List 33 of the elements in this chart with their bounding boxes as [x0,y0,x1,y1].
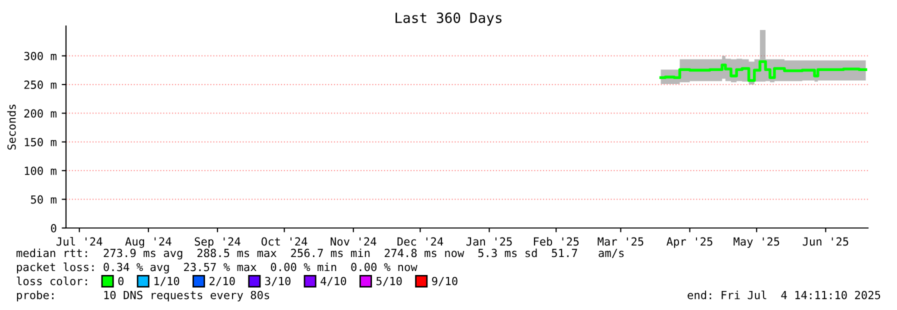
y-tick-label: 300 m [24,52,56,60]
legend-label: 5/10 [376,276,402,286]
legend-label: 3/10 [265,276,290,286]
legend-label: 1/10 [154,276,180,286]
x-tick-label: Jun '25 [802,237,848,246]
x-tick-label: Aug '24 [125,237,172,248]
text: packet loss: 0.34 % avg 23.57 % max 0.00 % min 0.00 % now [17,262,418,274]
x-tick-label: Feb '25 [534,237,579,246]
y-tick-label: 250 m [24,80,56,89]
legend-label: 0 [118,276,124,286]
text: median rtt: 273.9 ms avg 288.5 ms max 256.7 ms min 274.8 ms now 5.3 ms sd 51.7 am/s [16,248,624,260]
y-tick-label: 50 m [30,195,56,204]
x-tick-label: Oct '24 [262,237,308,246]
chart-title: Last 360 Days [396,12,502,26]
legend-label: 2/10 [210,276,235,286]
legend-label: 4/10 [320,276,346,286]
text: end: Fri Jul 4 14:11:10 2025 [688,290,880,300]
text: probe: 10 DNS requests every 80s [17,290,270,302]
x-tick-label: Sep '24 [194,237,240,248]
x-tick-label: Jan '25 [466,237,512,246]
legend-title: loss color: [16,276,87,286]
x-tick-label: Apr '25 [666,237,712,248]
y-tick-label: 200 m [24,109,56,118]
x-tick-label: Nov '24 [330,237,376,246]
legend-label: 9/10 [432,276,458,286]
y-tick-label: 0 [51,224,56,232]
y-axis-title: Seconds [7,104,16,150]
y-tick-label: 150 m [24,138,56,146]
x-tick-label: Dec '24 [398,237,444,246]
x-tick-label: May '25 [734,237,780,248]
y-tick-label: 100 m [24,166,56,176]
x-tick-label: Jul '24 [56,237,102,246]
x-tick-label: Mar '25 [598,237,644,246]
